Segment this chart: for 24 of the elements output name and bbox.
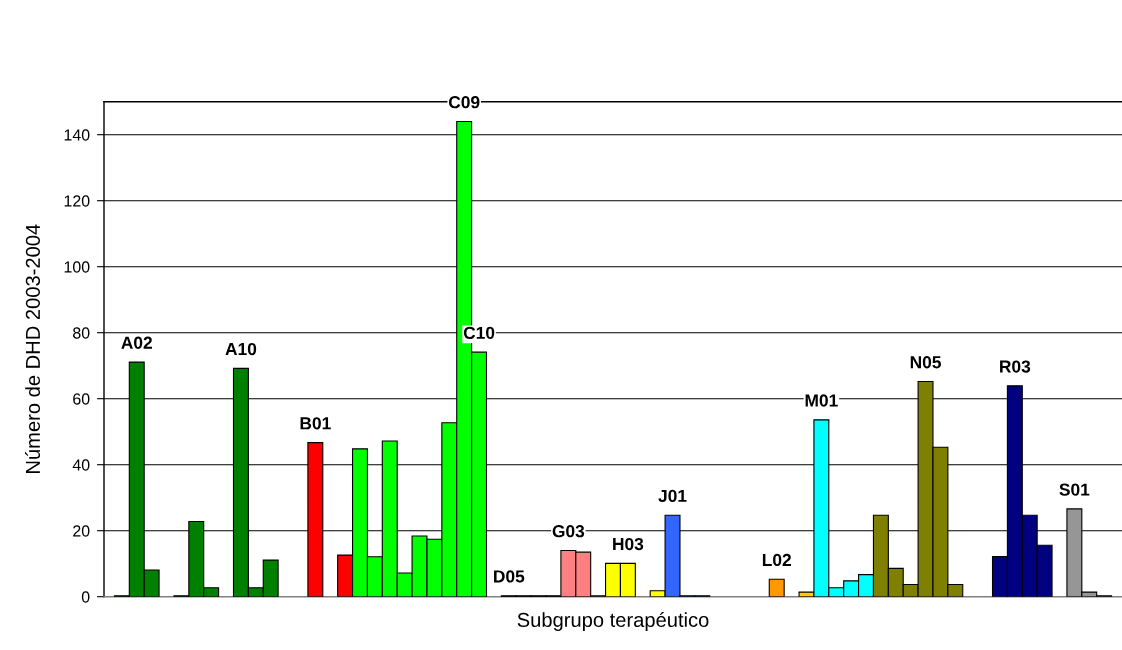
y-tick-label: 40 xyxy=(72,459,90,471)
x-tick-label: C10 xyxy=(463,326,495,340)
x-tick-label: S01 xyxy=(1059,483,1090,496)
y-tick-label: 140 xyxy=(64,129,90,141)
x-tick-label: N05 xyxy=(910,356,941,369)
x-tick-label: G03 xyxy=(552,525,585,538)
x-axis-title: Subgrupo terapéutico xyxy=(517,611,709,631)
x-tick-label: B01 xyxy=(300,417,331,430)
x-tick-label: D05 xyxy=(494,570,525,583)
x-tick-label: A10 xyxy=(225,342,257,356)
x-tick-label: J01 xyxy=(658,489,687,503)
y-tick-label: 0 xyxy=(81,591,90,603)
y-tick-label: 120 xyxy=(64,195,90,207)
x-tick-label: R03 xyxy=(1000,360,1031,373)
x-tick-label: L02 xyxy=(762,553,791,567)
x-tick-label: M01 xyxy=(805,394,838,407)
y-tick-label: 80 xyxy=(73,327,90,339)
x-tick-label: A02 xyxy=(121,336,152,349)
x-tick-label: H03 xyxy=(613,537,644,551)
y-tick-label: 100 xyxy=(64,261,90,273)
y-axis-title: Número de DHD 2003-2004 xyxy=(25,224,41,473)
x-tick-label: C09 xyxy=(448,96,480,109)
y-tick-label: 60 xyxy=(73,393,90,405)
y-tick-label: 20 xyxy=(73,525,90,537)
